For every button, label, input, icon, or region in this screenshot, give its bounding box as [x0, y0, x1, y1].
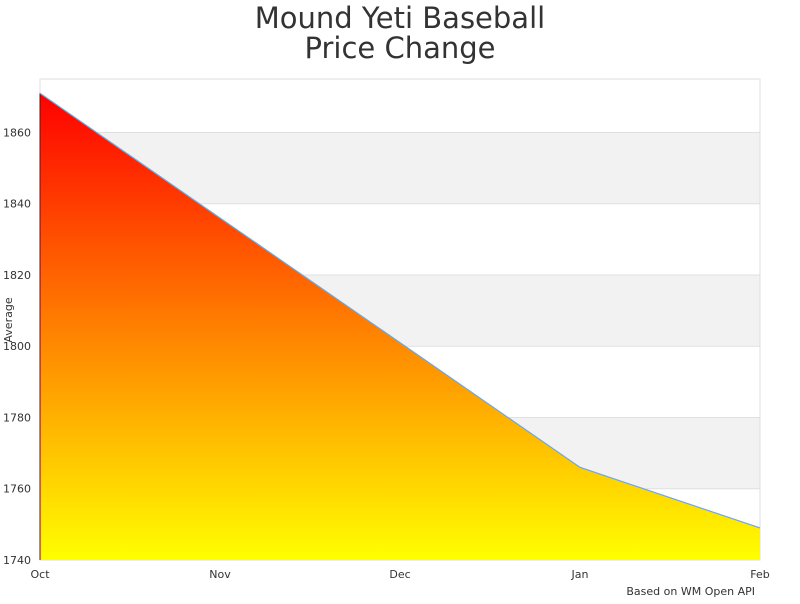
y-tick-label: 1800 — [3, 340, 31, 353]
credit: Based on WM Open API — [626, 585, 755, 598]
y-tick-label: 1780 — [3, 411, 31, 424]
chart-title: Mound Yeti Baseball — [255, 1, 545, 35]
chart-title: Price Change — [305, 31, 496, 65]
y-tick-label: 1860 — [3, 126, 31, 139]
y-tick-label: 1760 — [3, 483, 31, 496]
x-tick-label: Feb — [750, 568, 769, 581]
x-tick-label: Oct — [30, 568, 50, 581]
y-tick-label: 1820 — [3, 269, 31, 282]
y-tick-label: 1740 — [3, 554, 31, 567]
area — [40, 93, 760, 560]
line — [39, 92, 761, 529]
x-tick-label: Nov — [209, 568, 231, 581]
x-tick-label: Jan — [571, 568, 589, 581]
y-tick-label: 1840 — [3, 198, 31, 211]
x-tick-label: Dec — [389, 568, 410, 581]
y-axis-label: Average — [2, 297, 15, 342]
